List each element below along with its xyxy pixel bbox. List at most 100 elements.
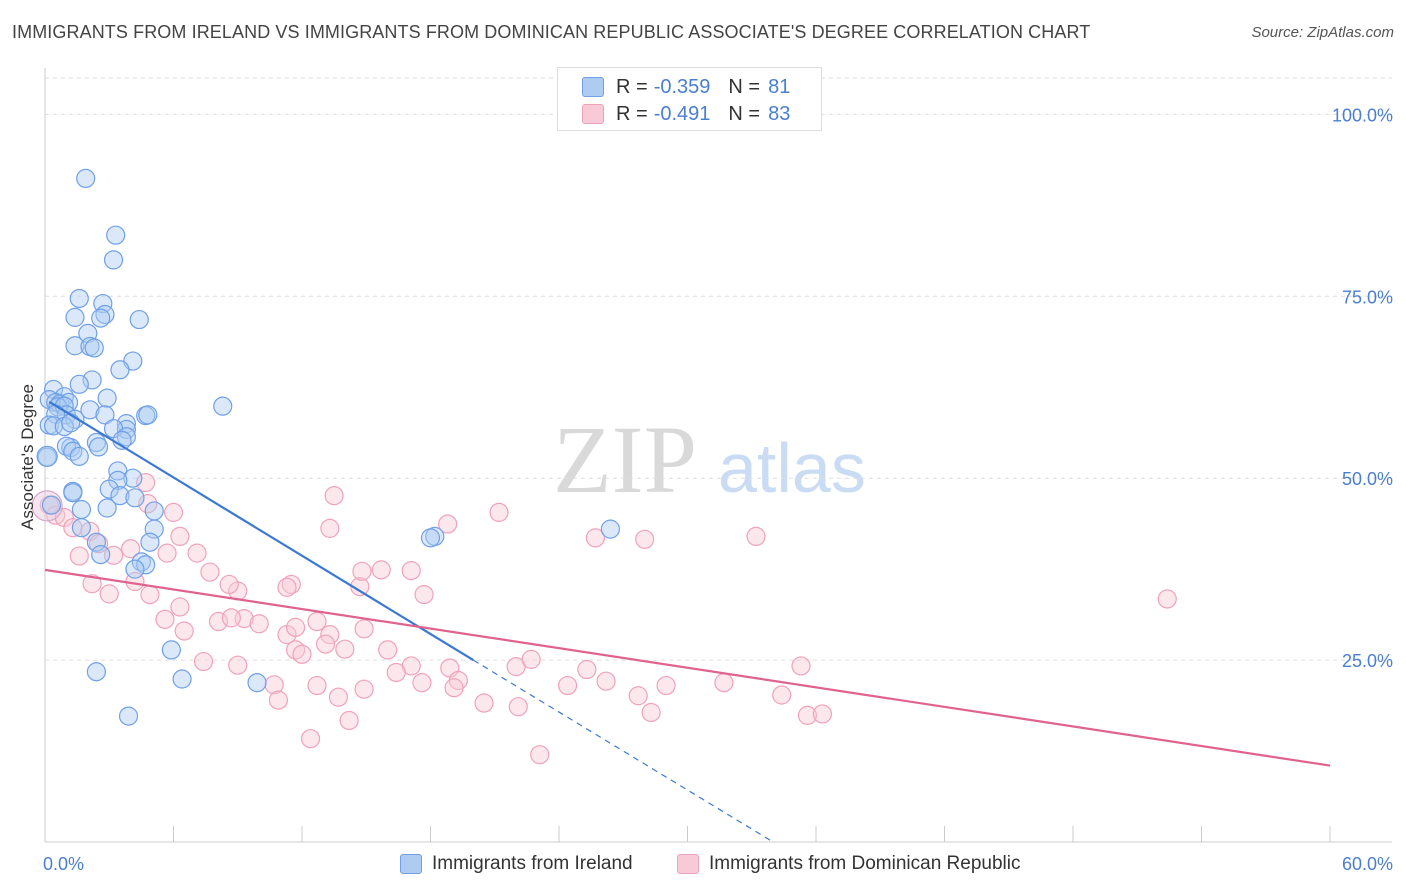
n-label: N = xyxy=(728,102,761,125)
dominican-point xyxy=(474,693,494,713)
dominican-point xyxy=(339,710,359,731)
ireland-point xyxy=(76,168,96,189)
ireland-point xyxy=(69,288,89,309)
ireland-point xyxy=(110,360,130,380)
ireland-legend-swatch xyxy=(400,854,422,874)
dominican-point xyxy=(277,577,297,597)
dominican-point xyxy=(219,574,239,595)
ireland-point xyxy=(61,413,81,433)
ireland-point xyxy=(99,479,119,499)
dominican-point xyxy=(628,686,648,706)
ireland-point xyxy=(125,559,145,579)
dominican-point xyxy=(121,539,141,559)
dominican-point xyxy=(596,671,616,691)
dominican-point xyxy=(354,619,374,639)
dominican-point xyxy=(136,472,156,493)
y-axis-label: Associate's Degree xyxy=(18,384,37,530)
dominican-swatch xyxy=(582,104,604,124)
dominican-point xyxy=(444,678,464,698)
ireland-legend-label: Immigrants from Ireland xyxy=(432,853,633,874)
ireland-point xyxy=(88,437,109,457)
dominican-point xyxy=(414,585,434,605)
dominican-point xyxy=(268,690,289,710)
ireland-point xyxy=(103,250,124,270)
ireland-point xyxy=(125,488,145,508)
source-label: Source: ZipAtlas.com xyxy=(1251,24,1394,41)
ireland-point xyxy=(65,336,85,356)
x-tick-label: 0.0% xyxy=(43,854,84,874)
grid xyxy=(45,77,1392,661)
dominican-legend-label: Immigrants from Dominican Republic xyxy=(709,853,1021,874)
y-tick-label: 75.0% xyxy=(1342,287,1393,307)
dominican-point xyxy=(324,486,344,506)
dominican-point xyxy=(208,611,229,632)
dominican-point xyxy=(530,745,550,765)
dominican-point xyxy=(307,611,327,632)
legend-row-dominican: R = -0.491 N = 83 xyxy=(582,101,790,127)
ireland-point xyxy=(97,388,117,408)
watermark: ZIP atlas xyxy=(553,406,866,513)
dominican-point xyxy=(249,614,269,634)
dominican-point xyxy=(69,546,89,566)
dominican-point xyxy=(378,640,398,660)
ireland-swatch xyxy=(582,77,604,97)
dominican-point xyxy=(221,608,241,628)
dominican-points xyxy=(31,472,1177,765)
ireland-point xyxy=(91,308,111,328)
dominican-point xyxy=(791,656,811,676)
ireland-point xyxy=(161,640,181,660)
dominican-point xyxy=(585,528,606,548)
dominican-point xyxy=(292,644,312,664)
ireland-point xyxy=(420,528,441,548)
legend-item-dominican: Immigrants from Dominican Republic xyxy=(677,852,1021,876)
legend-item-ireland: Immigrants from Ireland xyxy=(400,852,633,876)
dominican-point xyxy=(1157,589,1177,609)
dominican-point xyxy=(797,705,818,725)
dominican-point xyxy=(157,543,177,563)
n-value: 83 xyxy=(768,102,791,125)
ireland-points xyxy=(36,168,621,726)
dominican-point xyxy=(352,561,372,581)
dominican-point xyxy=(300,729,321,749)
r-label: R = xyxy=(616,102,648,125)
dominican-point xyxy=(170,597,190,617)
watermark-zip: ZIP xyxy=(553,406,697,513)
dominican-point xyxy=(772,685,792,705)
trend-lines xyxy=(44,400,1331,843)
ireland-point xyxy=(71,518,92,538)
ireland-point xyxy=(106,225,126,245)
ireland-point xyxy=(69,446,89,466)
dominican-point xyxy=(656,675,676,696)
ireland-point xyxy=(97,498,117,518)
dominican-point xyxy=(521,649,541,669)
dominican-point xyxy=(174,621,194,641)
legend-row-ireland: R = -0.359 N = 81 xyxy=(582,74,790,100)
dominican-point xyxy=(315,634,336,654)
dominican-point xyxy=(401,560,421,581)
tick-labels: 25.0% 50.0% 75.0% 100.0% 0.0% 60.0% xyxy=(43,105,1393,874)
dominican-point xyxy=(412,673,432,693)
dominican-point xyxy=(641,702,661,723)
ireland-point xyxy=(91,544,111,565)
dominican-point xyxy=(438,514,458,534)
ireland-point xyxy=(123,468,143,488)
dominican-point xyxy=(371,560,391,580)
dominican-point xyxy=(228,655,248,675)
ireland-trend-line xyxy=(48,400,474,662)
dominican-point xyxy=(328,687,349,707)
watermark-atlas: atlas xyxy=(718,429,866,507)
ireland-point xyxy=(36,445,58,467)
ireland-point xyxy=(213,396,233,416)
n-value: 81 xyxy=(768,75,791,98)
dominican-point xyxy=(140,585,160,605)
ireland-point xyxy=(110,486,130,506)
ireland-point xyxy=(118,706,139,726)
ireland-point xyxy=(63,441,83,461)
ireland-point xyxy=(247,673,267,693)
dominican-point xyxy=(635,529,655,549)
ireland-point xyxy=(82,370,102,390)
ireland-point xyxy=(54,416,74,437)
dominican-point xyxy=(557,675,578,696)
r-value: -0.491 xyxy=(653,102,711,125)
ireland-point xyxy=(172,669,192,689)
